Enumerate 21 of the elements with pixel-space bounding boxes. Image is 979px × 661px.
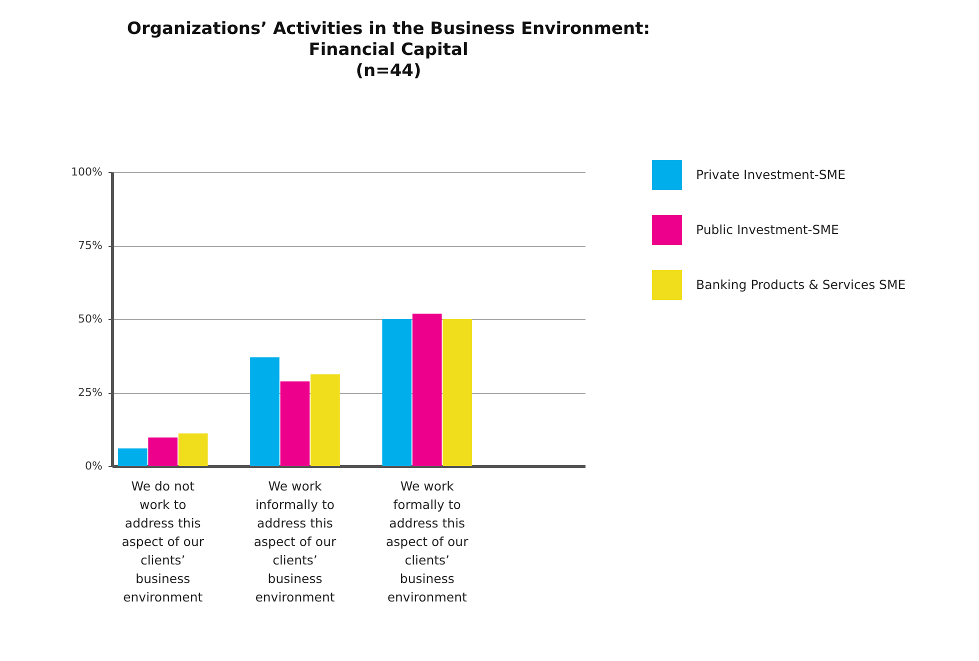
bar bbox=[250, 357, 280, 466]
bar bbox=[412, 314, 442, 466]
x-tick-label: We work informally to address this aspect of our clients’ business environment bbox=[254, 478, 337, 604]
y-tick-label: 100% bbox=[71, 166, 102, 178]
x-tick-label: We work formally to address this aspect of our clients’ business environment bbox=[386, 478, 470, 604]
y-tick-label: 75% bbox=[78, 239, 102, 252]
bar bbox=[280, 381, 310, 466]
legend-label: Public Investment-SME bbox=[696, 222, 839, 237]
chart-title: Organizations’ Activities in the Business Environment: Financial Capital (n=44) bbox=[127, 19, 650, 81]
bar bbox=[442, 319, 472, 466]
legend-label: Private Investment-SME bbox=[696, 167, 846, 182]
legend-label: Banking Products & Services SME bbox=[696, 277, 906, 292]
y-tick-label: 50% bbox=[78, 312, 102, 326]
bar bbox=[118, 448, 148, 466]
bar bbox=[148, 437, 178, 466]
bar bbox=[310, 374, 340, 466]
bar bbox=[382, 319, 412, 466]
bar bbox=[178, 433, 208, 466]
y-tick-label: 25% bbox=[78, 386, 102, 399]
y-tick-label: 0% bbox=[85, 460, 102, 472]
x-tick-label: We do not work to address this aspect of our clients’ business environment bbox=[122, 478, 205, 604]
